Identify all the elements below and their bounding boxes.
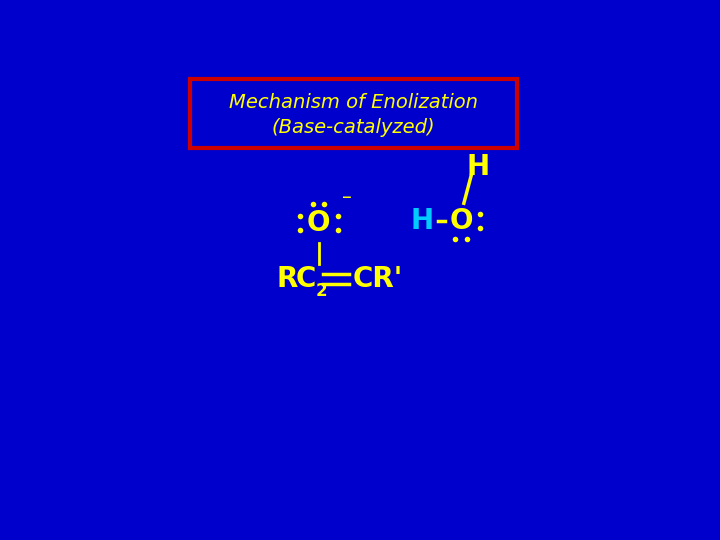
FancyBboxPatch shape	[190, 79, 517, 148]
Text: O: O	[307, 209, 330, 237]
Text: Mechanism of Enolization: Mechanism of Enolization	[229, 93, 478, 112]
Text: R: R	[276, 265, 298, 293]
Text: –: –	[342, 188, 351, 207]
Text: H: H	[410, 207, 433, 235]
Text: (Base-catalyzed): (Base-catalyzed)	[272, 118, 436, 137]
Text: H: H	[467, 153, 490, 181]
Text: O: O	[449, 207, 473, 235]
Text: C: C	[296, 265, 316, 293]
Text: 2: 2	[316, 281, 328, 300]
Text: CR': CR'	[352, 265, 402, 293]
